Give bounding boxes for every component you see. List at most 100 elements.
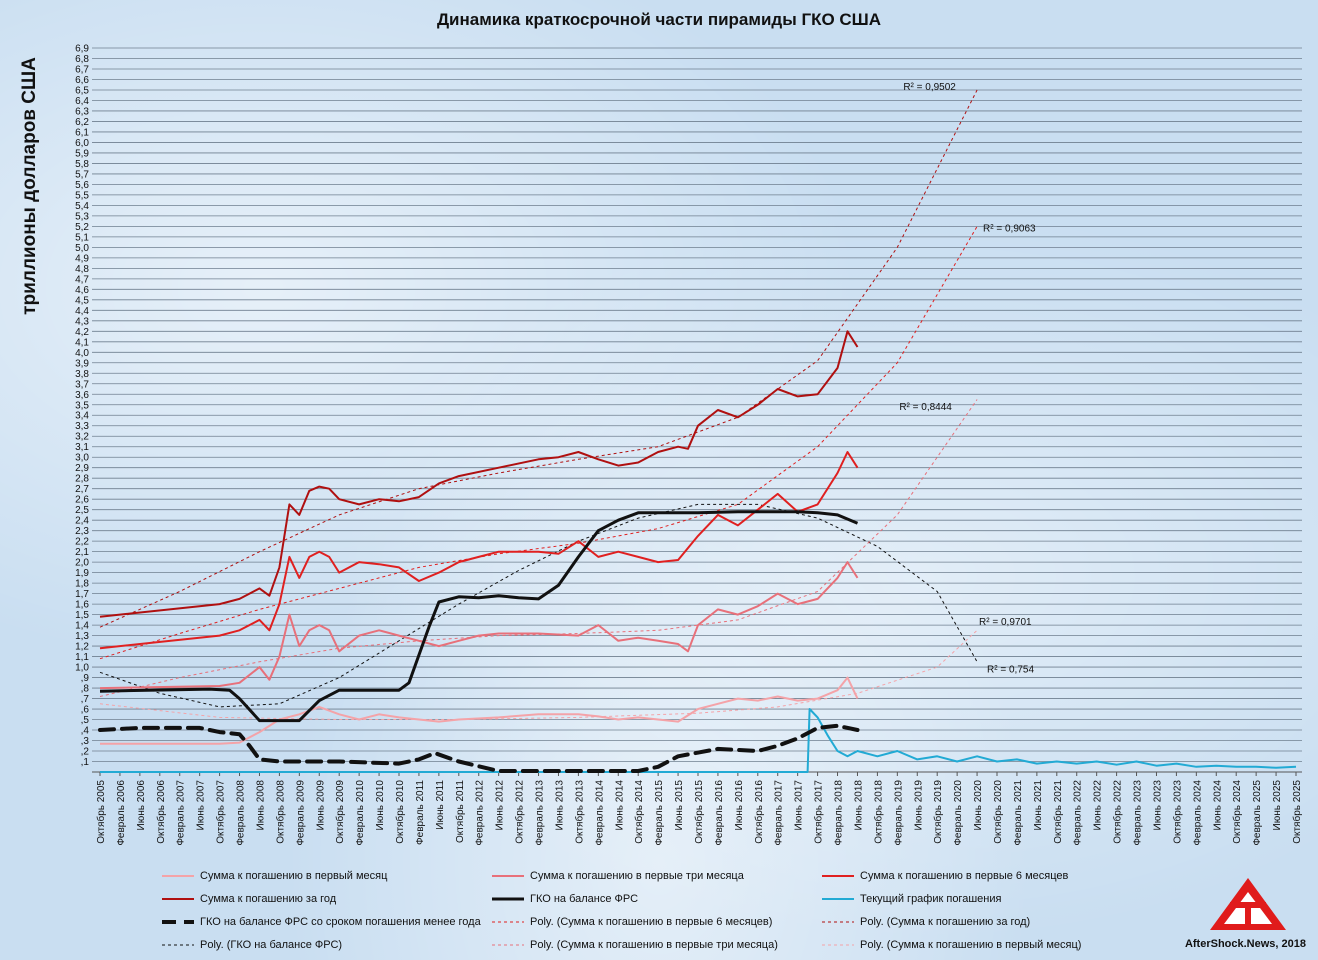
legend-item: Poly. (Сумма к погашению за год) [820,912,1030,932]
y-tick-label: 5,8 [75,159,89,170]
legend-label: Poly. (Сумма к погашению в первые 6 меся… [530,916,773,928]
y-tick-label: 6,7 [75,64,89,75]
y-tick-label: 2,6 [75,495,89,506]
r-squared-label: R² = 0,754 [987,664,1034,675]
y-tick-label: 3,7 [75,379,89,390]
y-tick-label: 2,1 [75,547,89,558]
y-tick-label: 6,9 [75,44,89,55]
x-tick-label: Июнь 2017 [794,780,805,831]
y-tick-label: ,3 [81,736,90,747]
x-tick-label: Октябрь 2009 [334,780,346,844]
series-line [99,89,978,628]
legend-item: ГКО на балансе ФРС [490,889,638,909]
y-tick-label: 5,7 [75,169,89,180]
legend-label: Текущий график погашения [860,893,1002,905]
y-tick-label: 1,0 [75,663,89,674]
y-tick-label: 3,0 [75,453,89,464]
y-tick-label: ,2 [81,747,90,758]
legend-item: Текущий график погашения [820,889,1001,909]
legend-label: Сумма к погашению в первые три месяца [530,870,744,882]
x-tick-label: Октябрь 2006 [155,780,167,844]
legend-swatch [162,875,194,877]
x-tick-label: Июнь 2011 [435,780,446,830]
y-tick-label: 5,2 [75,222,89,233]
x-tick-label: Февраль 2012 [475,780,486,846]
x-tick-label: Февраль 2009 [295,780,306,846]
legend-swatch [822,898,854,900]
y-tick-label: 4,5 [75,295,89,306]
y-tick-label: 4,4 [75,306,89,317]
x-tick-label: Июнь 2018 [853,780,864,831]
y-tick-label: ,4 [81,726,90,737]
legend-label: Poly. (Сумма к погашению в первые три ме… [530,939,778,951]
series-line [99,561,859,690]
x-tick-label: Октябрь 2021 [1052,780,1064,844]
y-tick-label: 4,6 [75,285,89,296]
x-tick-label: Февраль 2006 [116,780,127,846]
y-tick-label: 5,0 [75,243,89,254]
series-line [100,676,859,745]
legend-item: ГКО на балансе ФРС со сроком погашения м… [160,912,481,932]
x-tick-label: Июнь 2021 [1033,780,1044,831]
legend-item: Сумма к погашению в первые три месяца [490,866,744,886]
y-tick-label: 6,8 [75,54,89,65]
aftershock-logo [1208,876,1288,937]
x-tick-label: Февраль 2010 [355,780,366,846]
legend-swatch [162,898,194,900]
x-tick-label: Февраль 2018 [834,780,845,846]
y-tick-label: 1,3 [75,631,89,642]
x-tick-label: Октябрь 2010 [394,780,406,844]
y-tick-label: 6,6 [75,75,89,86]
y-tick-label: ,8 [81,684,90,695]
y-tick-label: 5,4 [75,201,89,212]
y-tick-label: ,7 [81,694,90,705]
series-line [100,708,1297,773]
legend-item: Poly. (Сумма к погашению в первые 6 меся… [490,912,772,932]
legend-swatch [492,921,524,923]
r-squared-label: R² = 0,9701 [979,617,1032,628]
y-tick-label: 1,9 [75,568,89,579]
x-tick-label: Октябрь 2020 [992,780,1004,844]
x-tick-label: Июнь 2023 [1152,780,1163,831]
x-tick-label: Февраль 2015 [654,780,665,846]
x-tick-label: Февраль 2007 [176,780,187,846]
x-tick-label: Октябрь 2025 [1291,780,1303,844]
y-tick-label: 4,0 [75,348,89,359]
y-tick-label: ,1 [81,757,90,768]
x-tick-label: Февраль 2013 [535,780,546,846]
series-line [99,330,859,618]
series-line [99,451,859,650]
y-tick-label: 4,8 [75,264,89,275]
y-tick-label: 2,7 [75,484,89,495]
x-tick-label: Июнь 2025 [1272,780,1283,831]
x-tick-labels: Октябрь 2005 Февраль 2006 Июнь 2006 Октябрь… [95,780,1303,846]
legend-swatch [822,875,854,877]
legend-swatch [492,897,524,901]
legend-item: Poly. (Сумма к погашению в первые три ме… [490,935,778,955]
x-tick-label: Октябрь 2007 [215,780,227,844]
y-tick-label: 5,9 [75,148,89,159]
series-line [99,629,978,720]
x-tick-label: Июнь 2016 [734,780,745,831]
y-tick-label: 2,2 [75,537,89,548]
x-tick-label: Октябрь 2012 [514,780,526,844]
y-tick-label: 5,1 [75,232,89,243]
series-line [99,226,978,660]
x-tick-label: Октябрь 2013 [573,780,585,844]
x-tick-label: Февраль 2017 [774,780,785,846]
y-tick-label: 1,8 [75,579,89,590]
x-tick-label: Февраль 2021 [1013,780,1024,846]
chart-title: Динамика краткосрочной части пирамиды ГК… [436,10,882,29]
r-squared-label: R² = 0,9502 [903,82,956,93]
x-tick-label: Февраль 2024 [1192,780,1203,846]
y-tick-label: 6,0 [75,138,89,149]
y-tick-label: ,9 [81,673,90,684]
series-line [99,503,978,708]
legend-swatch [822,944,854,946]
x-tick-label: Июнь 2019 [913,780,924,831]
y-tick-labels: ,1,2,3,4,5,6,7,8,91,01,11,21,31,41,51,61… [75,44,89,769]
x-tick-label: Октябрь 2018 [872,780,884,844]
y-tick-label: ,5 [81,715,90,726]
x-tick-label: Февраль 2020 [953,780,964,846]
x-tick-label: Февраль 2022 [1073,780,1084,846]
